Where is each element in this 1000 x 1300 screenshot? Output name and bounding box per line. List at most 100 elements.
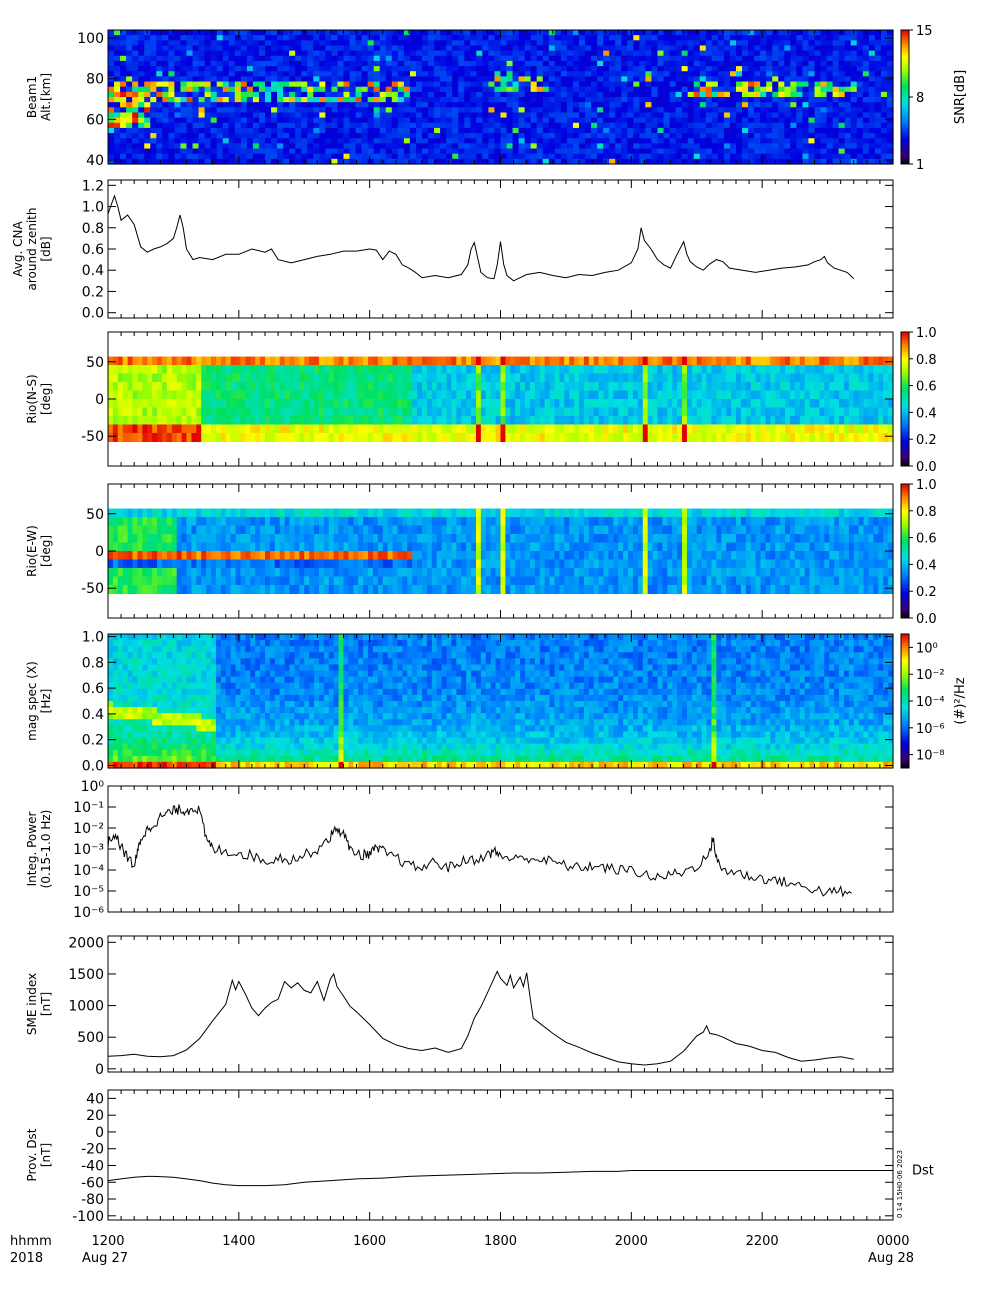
rio_ns-cell [422,415,428,426]
rio_ns-cell [603,373,610,383]
beam1-cell [355,127,363,134]
beam1-cell [554,148,562,155]
beam1-cell [723,91,731,98]
beam1-cell [754,86,761,93]
beam1-cell [204,30,212,36]
rio_ns-cell [422,365,428,375]
beam1-cell [874,35,882,41]
beam1-cell [814,60,822,67]
beam1-cell [440,133,447,139]
beam1-cell [856,102,864,108]
beam1-cell [790,66,797,72]
rio_ns-cell [407,415,413,426]
rio_ns-cell [274,356,281,366]
beam1-cell [723,158,731,165]
beam1-cell [476,86,483,93]
rio_ns-cell [701,390,708,400]
rio_ns-cell [407,399,413,409]
rio_ns-cell [176,415,183,426]
beam1-cell [560,117,568,124]
beam1-cell [518,127,526,134]
rio_ns-cell [343,424,350,434]
beam1-cell [669,112,677,119]
rio_ns-cell [426,365,433,375]
rio_ns-cell [441,390,448,400]
beam1-cell [500,91,508,98]
beam1-cell [180,76,188,83]
beam1-cell [488,91,496,98]
beam1-cell [621,127,628,134]
beam1-cell [156,86,163,93]
beam1-cell [669,91,677,98]
beam1-cell [452,143,459,150]
beam1-cell [850,97,858,103]
beam1-cell [114,30,121,36]
rio_ns-cell [446,407,453,417]
beam1-cell [156,112,163,119]
rio_ns-cell [642,399,649,409]
beam1-cell [687,127,695,134]
beam1-cell [415,97,423,103]
rio_ns-cell [544,432,551,443]
beam1-cell [579,127,586,134]
beam1-cell [844,81,852,88]
beam1-cell [850,112,858,119]
beam1-cell [337,122,345,129]
beam1-cell [874,117,882,124]
rio_ns-cell [152,415,158,426]
beam1-cell [826,112,834,119]
rio_ns-cell [677,415,683,426]
beam1-cell [494,122,502,129]
rio_ns-cell [284,356,291,366]
beam1-cell [403,81,411,88]
beam1-cell [186,148,194,155]
beam1-cell [367,112,375,119]
rio_ns-cell [392,382,399,392]
rio_ns-cell [402,382,408,392]
beam1-cell [488,127,496,134]
beam1-cell [337,81,345,88]
beam1-cell [627,71,634,77]
beam1-cell [494,148,502,155]
rio_ns-cell [446,432,453,443]
rio_ns-cell [461,399,467,409]
rio_ns-cell [588,415,595,426]
beam1-cell [349,66,357,72]
beam1-cell [717,45,725,52]
beam1-cell [766,102,773,108]
beam1-cell [681,40,689,47]
beam1-cell [289,102,296,108]
beam1-cell [554,71,562,77]
rio_ns-cell [721,407,727,417]
beam1-cell [585,148,592,155]
beam1-cell [440,117,447,124]
beam1-cell [542,81,550,88]
rio_ns-cell [588,407,595,417]
beam1-cell [844,122,852,129]
beam1-cell [277,127,284,134]
beam1-cell [603,158,610,165]
rio_ns-cell [358,373,364,383]
beam1-cell [108,76,115,83]
beam1-cell [361,71,369,77]
beam1-cell [446,117,453,124]
rio_ns-cell [127,399,134,409]
beam1-cell [222,81,230,88]
rio_ns-cell [225,407,232,417]
beam1-cell [723,35,731,41]
beam1-cell [397,81,405,88]
beam1-cell [790,107,797,114]
beam1-cell [295,81,302,88]
rio_ns-cell [623,399,629,409]
beam1-cell [271,91,278,98]
rio_ns-cell [137,390,143,400]
rio_ns-cell [525,373,531,383]
rio_ns-cell [495,415,502,426]
beam1-cell [802,117,810,124]
beam1-cell [723,81,731,88]
beam1-cell [766,138,773,144]
beam1-cell [663,133,671,139]
rio_ns-cell [127,407,134,417]
rio_ns-cell [436,390,443,400]
beam1-cell [138,102,145,108]
